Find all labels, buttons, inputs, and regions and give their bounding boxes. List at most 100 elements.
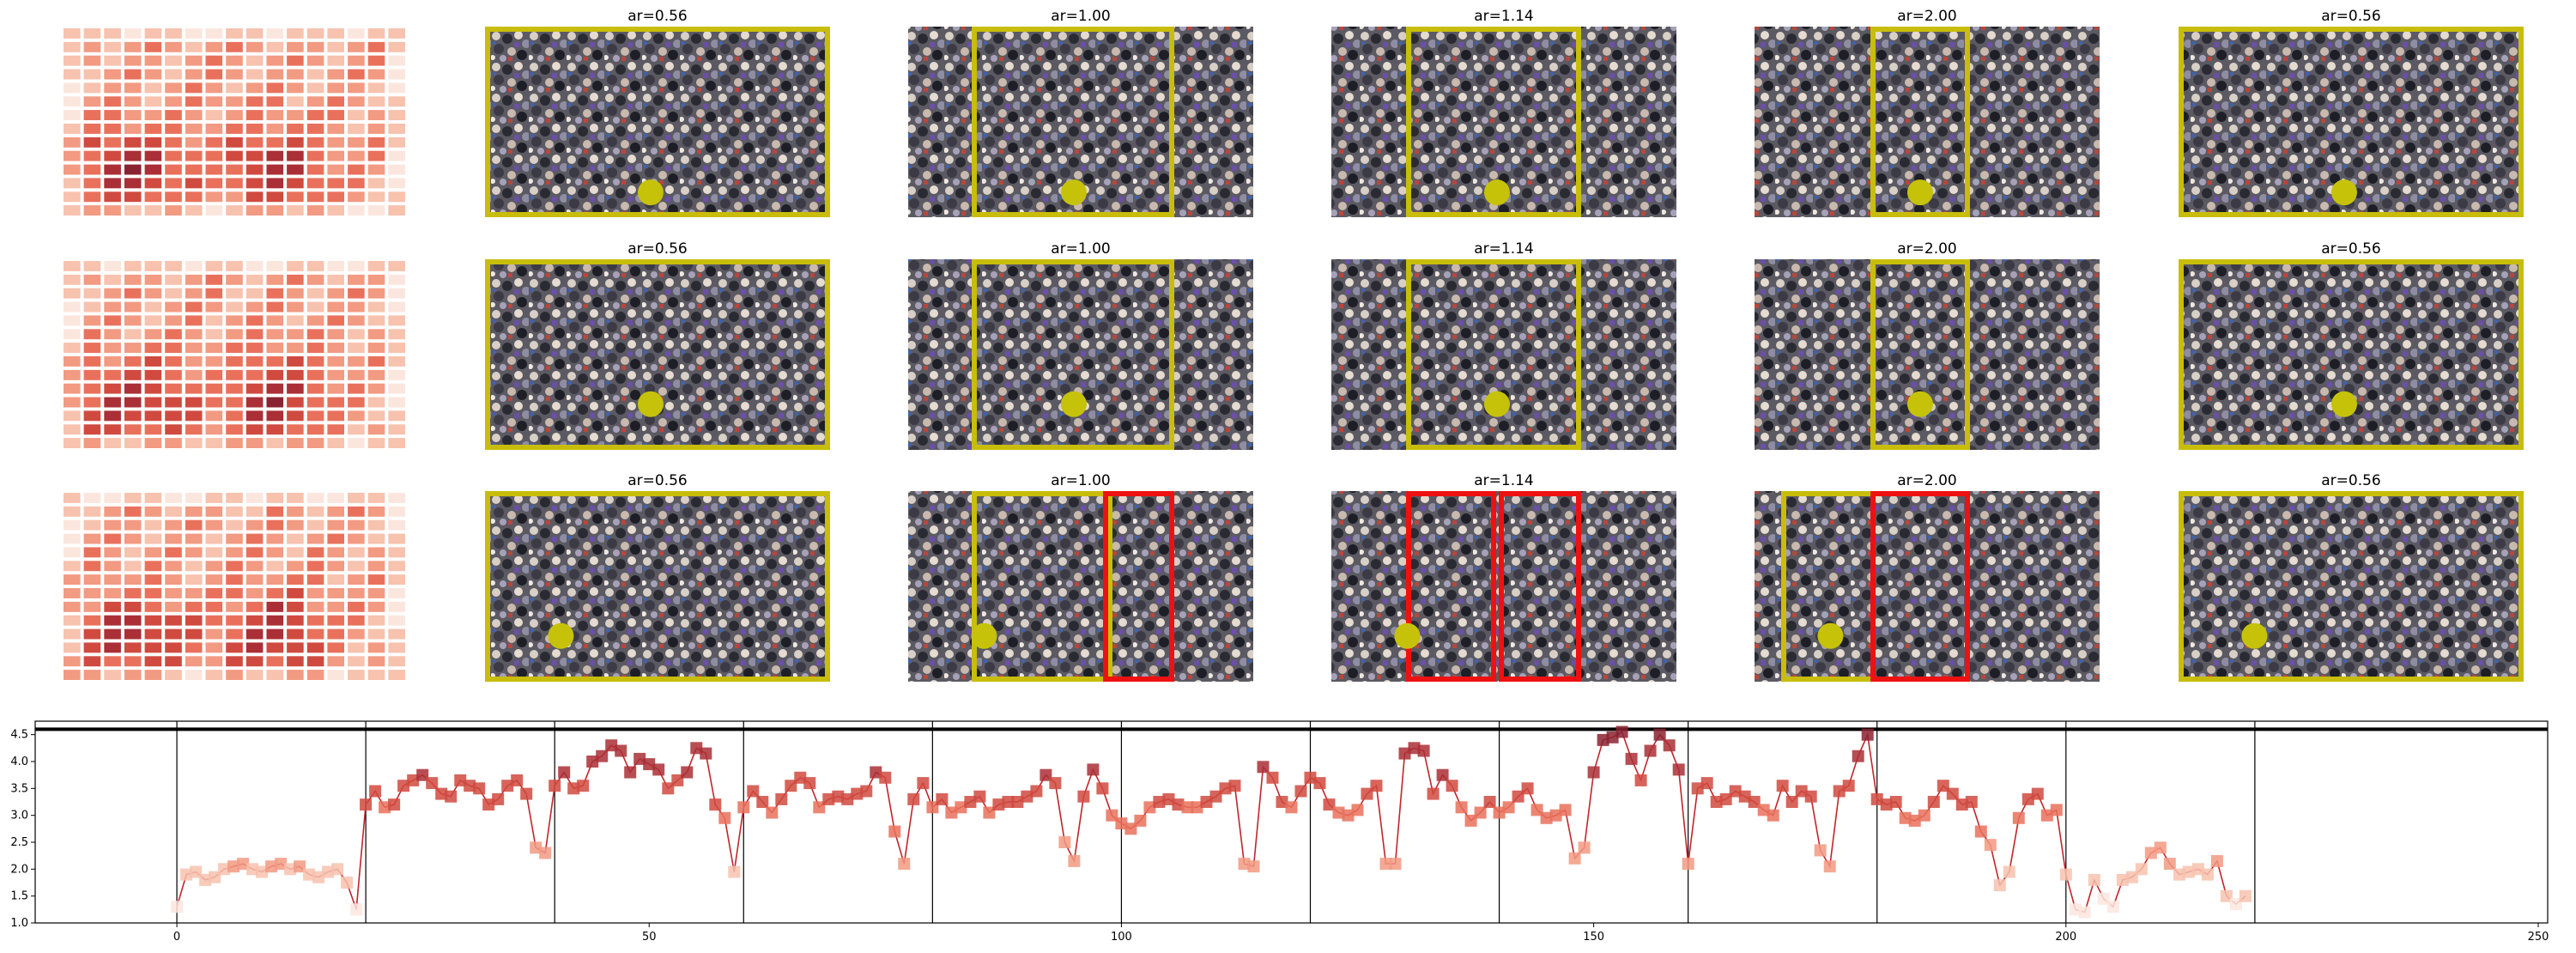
crowd-photo: [485, 491, 830, 682]
heatmap-cell: [306, 150, 324, 161]
heatmap-cell: [287, 150, 304, 161]
heatmap-cell: [287, 164, 304, 175]
data-point: [520, 787, 533, 800]
heatmap-cell: [205, 261, 223, 271]
heatmap-cell: [185, 274, 203, 285]
heatmap-cell: [185, 519, 203, 531]
heatmap-cell: [124, 191, 142, 203]
heatmap-cell: [144, 55, 162, 66]
heatmap-cell: [104, 55, 121, 66]
data-point: [1228, 780, 1241, 792]
heatmap-cell: [266, 28, 284, 39]
heatmap-cell: [83, 164, 101, 175]
bounding-box: [485, 259, 830, 450]
heatmap-cell: [185, 642, 203, 653]
heatmap-cell: [83, 670, 101, 680]
heatmap-cell: [104, 628, 121, 640]
heatmap-cell: [306, 424, 324, 435]
heatmap-cell: [388, 493, 405, 503]
heatmap-cell: [287, 628, 304, 640]
heatmap-cell: [367, 410, 385, 422]
heatmap-cell: [124, 424, 142, 435]
heatmap-cell: [388, 383, 405, 394]
heatmap-cell: [306, 28, 324, 39]
heatmap-cell: [266, 506, 284, 517]
data-point: [926, 801, 939, 814]
heatmap-cell: [287, 301, 304, 313]
heatmap-cell: [185, 137, 203, 148]
heatmap-cell: [388, 533, 405, 544]
data-point: [492, 792, 505, 805]
heatmap-cell: [266, 383, 284, 394]
heatmap-cell: [205, 533, 223, 544]
panel-title: ar=0.56: [627, 472, 688, 489]
heatmap-cell: [367, 588, 385, 598]
data-point: [1106, 809, 1118, 822]
heatmap-cell: [287, 383, 304, 394]
heatmap-cell: [124, 55, 142, 66]
heatmap-cell: [144, 124, 162, 134]
data-point: [888, 825, 901, 838]
data-point: [907, 792, 920, 805]
data-point: [435, 787, 448, 800]
data-point: [445, 790, 458, 803]
point-marker: [2331, 391, 2357, 417]
image-panel: ar=1.14: [1331, 240, 1676, 450]
heatmap-cell: [306, 41, 324, 52]
heatmap-cell: [226, 547, 243, 558]
heatmap-cell: [124, 110, 142, 120]
data-point: [1597, 733, 1609, 746]
heatmap-cell: [245, 561, 264, 572]
heatmap-cell: [165, 438, 182, 448]
data-point: [2088, 873, 2100, 886]
heatmap-cell: [165, 601, 182, 612]
heatmap-cell: [185, 28, 203, 39]
panel-title: ar=1.14: [1474, 472, 1534, 489]
heatmap-cell: [348, 28, 365, 39]
data-point: [1124, 822, 1137, 835]
heatmap-cell: [205, 642, 223, 653]
heatmap-cell: [266, 369, 284, 380]
heatmap-cell: [367, 28, 385, 39]
data-point: [605, 739, 618, 752]
data-point: [1342, 809, 1355, 822]
heatmap-cell: [327, 383, 344, 394]
data-point: [1134, 814, 1147, 827]
data-point: [756, 796, 769, 808]
heatmap-cell: [245, 124, 264, 134]
heatmap-cell: [64, 601, 81, 612]
data-point: [190, 865, 203, 878]
data-point: [983, 806, 996, 819]
heatmap-cell: [165, 315, 182, 326]
data-point: [171, 901, 184, 914]
heatmap-cell: [64, 493, 81, 503]
bounding-box: [1406, 259, 1581, 450]
heatmap-cell: [165, 274, 182, 285]
heatmap-cell: [205, 164, 223, 175]
heatmap-cell: [245, 329, 264, 340]
panel-title: ar=0.56: [2321, 8, 2381, 25]
data-point: [312, 871, 325, 883]
data-point: [1615, 725, 1628, 738]
heatmap-cell: [165, 96, 182, 107]
heatmap-cell: [83, 410, 101, 422]
heatmap-cell: [287, 561, 304, 572]
heatmap-cell: [124, 670, 142, 680]
heatmap-cell: [185, 424, 203, 435]
heatmap-cell: [245, 356, 264, 367]
heatmap-cell: [327, 642, 344, 653]
heatmap-cell: [205, 574, 223, 585]
data-point: [1908, 814, 1921, 827]
heatmap-cell: [327, 150, 344, 161]
point-marker: [1394, 622, 1421, 649]
heatmap-cell: [287, 547, 304, 558]
heatmap-cell: [124, 96, 142, 107]
heatmap-cell: [348, 315, 365, 326]
data-point: [1021, 790, 1033, 803]
heatmap-cell: [306, 615, 324, 626]
data-point: [681, 766, 694, 779]
bounding-box: [972, 491, 1112, 682]
heatmap-cell: [83, 137, 101, 148]
heatmap-cell: [327, 369, 344, 380]
bounding-box: [2179, 491, 2524, 682]
